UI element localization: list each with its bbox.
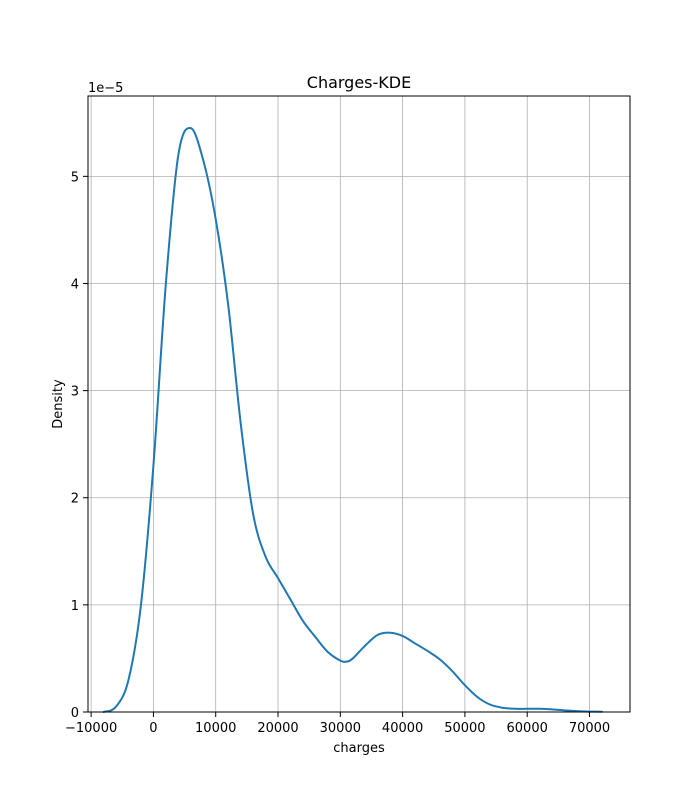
x-tick-label: 70000 bbox=[569, 721, 610, 736]
y-tick-label: 0 bbox=[71, 706, 79, 721]
y-tick-label: 2 bbox=[71, 492, 79, 507]
x-tick-label: −10000 bbox=[65, 721, 117, 736]
series-layer bbox=[102, 126, 603, 713]
x-tick-label: 0 bbox=[149, 721, 157, 736]
y-tick-label: 1 bbox=[71, 599, 79, 614]
y-tick-label: 3 bbox=[71, 385, 79, 400]
x-tick-label: 10000 bbox=[195, 721, 236, 736]
ticks: −10000 0 10000 20000 30000 40000 50000 60000 700… bbox=[65, 170, 610, 736]
chart-title: Charges-KDE bbox=[307, 73, 411, 92]
x-tick-label: 30000 bbox=[320, 721, 361, 736]
y-tick-label: 5 bbox=[71, 170, 79, 185]
x-tick-label: 40000 bbox=[382, 721, 423, 736]
grid bbox=[88, 96, 630, 713]
y-axis-offset-label: 1e−5 bbox=[88, 81, 123, 96]
x-tick-label: 60000 bbox=[507, 721, 548, 736]
x-tick-label: 20000 bbox=[257, 721, 298, 736]
plot-frame bbox=[87, 95, 631, 713]
y-axis-label: Density bbox=[51, 379, 66, 429]
x-axis-label: charges bbox=[333, 741, 385, 756]
x-tick-label: 50000 bbox=[444, 721, 485, 736]
kde-line bbox=[102, 126, 603, 713]
y-tick-label: 4 bbox=[71, 277, 79, 292]
